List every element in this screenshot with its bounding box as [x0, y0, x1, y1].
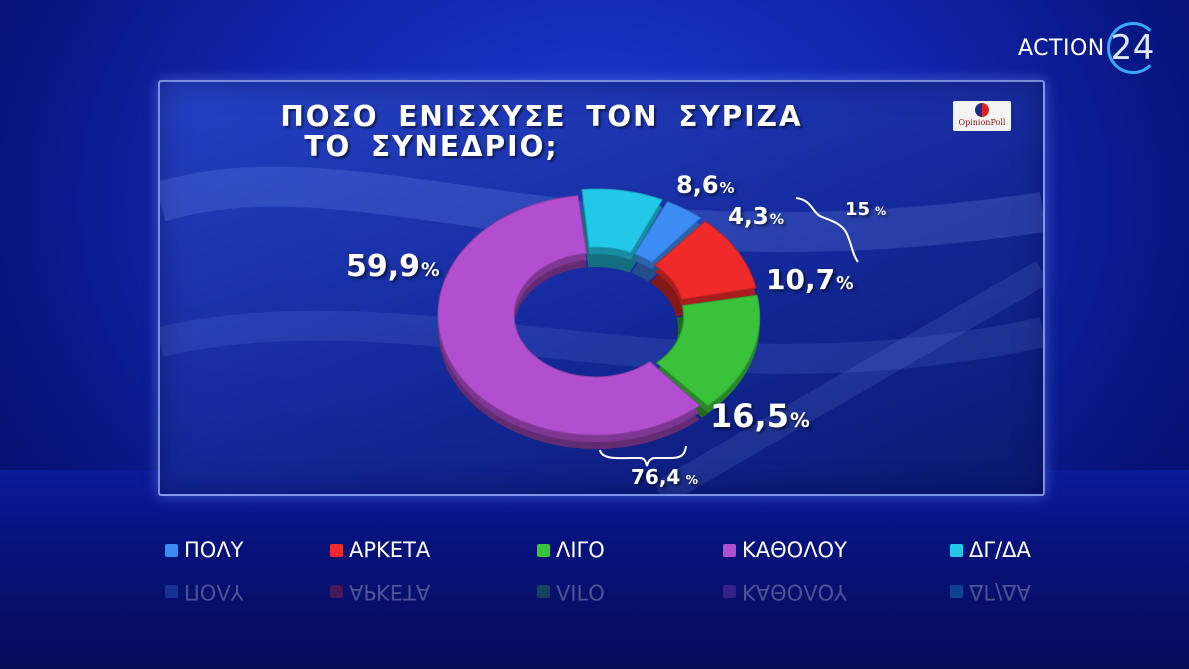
data-label-unit: % — [769, 212, 785, 228]
legend-reflection-label: ΚΑΘΟΛΟΥ — [742, 580, 847, 604]
chart-title-line-2: ΤΟ ΣΥΝΕΔΡΙΟ; — [304, 130, 559, 163]
data-label-value: 4,3 — [728, 204, 769, 230]
legend-reflection-swatch — [950, 585, 963, 599]
chart-legend: ΠΟΛΥ ΑΡΚΕΤΑ ΛΙΓΟ ΚΑΘΟΛΟΥ ΔΓ/ΔΑ — [165, 538, 1065, 568]
group-label-value: 76,4 — [631, 465, 681, 489]
slice-ΚΑΘΟΛΟΥ — [437, 195, 701, 442]
studio-floor — [0, 470, 1189, 669]
data-label-unit: % — [421, 260, 440, 281]
legend-reflection-label: ΠΟΛΥ — [184, 580, 244, 604]
channel-logo: ACTION 24 — [1018, 22, 1159, 74]
legend-item-ΛΙΓΟ: ΛΙΓΟ — [537, 538, 605, 562]
legend-item-ΚΑΘΟΛΟΥ: ΚΑΘΟΛΟΥ — [723, 538, 847, 562]
legend-label: ΔΓ/ΔΑ — [969, 538, 1031, 562]
group-label-value: 15 — [845, 199, 871, 220]
legend-label: ΚΑΘΟΛΟΥ — [742, 538, 847, 562]
group-label-top: 15 % — [845, 199, 886, 220]
legend-reflection-item-ΠΟΛΥ: ΠΟΛΥ — [165, 580, 244, 604]
legend-swatch — [723, 543, 736, 557]
channel-logo-text: ACTION — [1018, 35, 1105, 61]
legend-reflection-label: ΔΓ/ΔΑ — [969, 580, 1031, 604]
legend-reflection-item-ΑΡΚΕΤΑ: ΑΡΚΕΤΑ — [330, 580, 430, 604]
data-label-ΛΙΓΟ: 16,5% — [710, 397, 810, 435]
data-label-ΑΡΚΕΤΑ: 10,7% — [766, 263, 854, 296]
legend-swatch — [165, 543, 178, 557]
legend-reflection-label: ΛΙΓΟ — [556, 580, 605, 604]
group-label-unit: % — [681, 472, 699, 487]
data-label-unit: % — [789, 409, 810, 432]
legend-label: ΠΟΛΥ — [184, 538, 244, 562]
group-label-unit: % — [871, 205, 887, 218]
legend-swatch — [537, 543, 550, 557]
data-label-ΚΑΘΟΛΟΥ: 59,9% — [346, 249, 440, 284]
legend-reflection-item-ΚΑΘΟΛΟΥ: ΚΑΘΟΛΟΥ — [723, 580, 847, 604]
legend-label: ΛΙΓΟ — [556, 538, 605, 562]
legend-reflection-label: ΑΡΚΕΤΑ — [349, 580, 431, 604]
data-label-ΠΟΛΥ: 4,3% — [728, 204, 784, 230]
channel-logo-number: 24 — [1106, 22, 1159, 74]
data-label-value: 16,5 — [710, 397, 789, 435]
slice-ΑΡΚΕΤΑ — [654, 220, 757, 307]
group-brace-top — [795, 197, 859, 263]
legend-swatch — [950, 543, 963, 557]
group-label-bottom: 76,4 % — [631, 465, 698, 489]
legend-item-ΔΓ/ΔΑ: ΔΓ/ΔΑ — [950, 538, 1031, 562]
pollster-name: OpinionPoll — [958, 118, 1006, 127]
legend-item-ΑΡΚΕΤΑ: ΑΡΚΕΤΑ — [330, 538, 430, 562]
data-label-ΔΓ/ΔΑ: 8,6% — [676, 171, 734, 199]
legend-reflection-swatch — [723, 585, 736, 599]
legend-reflection-swatch — [330, 585, 343, 599]
chart-title-line-1: ΠΟΣΟ ΕΝΙΣΧΥΣΕ ΤΟΝ ΣΥΡΙΖΑ — [280, 100, 803, 133]
panel-background-swoosh — [160, 166, 1043, 494]
slice-ΛΙΓΟ — [655, 294, 761, 413]
pollster-logo: OpinionPoll — [953, 101, 1011, 131]
data-label-value: 10,7 — [766, 263, 836, 296]
legend-item-ΠΟΛΥ: ΠΟΛΥ — [165, 538, 244, 562]
data-label-value: 8,6 — [676, 171, 719, 199]
legend-reflection-item-ΛΙΓΟ: ΛΙΓΟ — [537, 580, 605, 604]
group-brace-bottom — [599, 445, 687, 467]
legend-reflection-item-ΔΓ/ΔΑ: ΔΓ/ΔΑ — [950, 580, 1031, 604]
data-label-value: 59,9 — [346, 249, 421, 284]
legend-label: ΑΡΚΕΤΑ — [349, 538, 431, 562]
pollster-logo-icon — [975, 103, 989, 117]
data-label-unit: % — [836, 274, 854, 294]
legend-swatch — [330, 543, 343, 557]
slice-ΔΓ/ΔΑ — [581, 188, 663, 260]
slice-ΠΟΛΥ — [633, 201, 702, 270]
legend-reflection-swatch — [165, 585, 178, 599]
legend-reflection-swatch — [537, 585, 550, 599]
legend-reflection: ΠΟΛΥ ΑΡΚΕΤΑ ΛΙΓΟ ΚΑΘΟΛΟΥ ΔΓ/ΔΑ — [165, 574, 1065, 604]
data-label-unit: % — [719, 179, 735, 197]
